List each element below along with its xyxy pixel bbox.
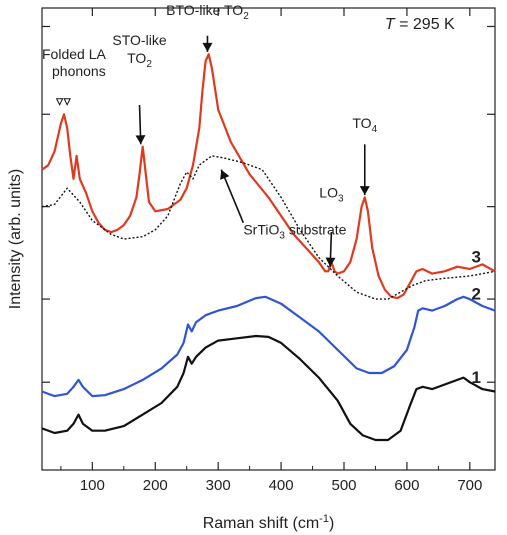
phonon-marker-triangle <box>55 98 64 106</box>
annotation-arrow-shaft <box>220 169 245 224</box>
spectrum-line-1 <box>41 334 496 442</box>
x-axis-title-end: ) <box>329 515 334 532</box>
y-axis-title: Intensity (arb. units) <box>7 169 24 310</box>
annotation-label: SrTiO3 substrate <box>243 221 346 241</box>
series-label: 2 <box>472 285 481 304</box>
temperature-label: T = 295 K <box>385 16 455 33</box>
x-axis-ticks: 100 200 300 400 500 600 700 <box>60 8 482 494</box>
spectrum-line-3 <box>41 53 496 300</box>
x-tick-label: 200 <box>143 477 168 494</box>
annotation-label: BTO-like TO2 <box>166 2 249 22</box>
series-group: 3 2 1 <box>41 53 496 442</box>
annotation-arrow-head <box>220 169 230 180</box>
x-tick-label: 500 <box>331 477 356 494</box>
temperature-value: = 295 K <box>395 16 455 33</box>
x-tick-label: 600 <box>394 477 419 494</box>
annotation-label: LO3 <box>319 184 344 204</box>
y-axis-ticks <box>42 25 495 383</box>
series-label: 3 <box>472 248 481 267</box>
substrate-spectrum-line <box>41 155 496 300</box>
x-axis-title-sup: -1 <box>319 513 329 525</box>
phonon-marker-triangle <box>63 98 71 106</box>
annotation-label: TO4 <box>352 115 377 135</box>
annotation-label: STO-like <box>112 32 166 48</box>
annotation-arrow-head <box>202 42 213 52</box>
annotation-label: phonons <box>52 63 106 79</box>
plot-frame <box>41 7 496 471</box>
annotation-arrow-head <box>135 135 146 145</box>
x-tick-label: 100 <box>80 477 105 494</box>
spectrum-line-2 <box>41 295 496 398</box>
x-tick-label: 700 <box>457 477 482 494</box>
annotation-arrow-head <box>325 257 336 267</box>
x-axis-title: Raman shift (cm-1) <box>203 513 335 532</box>
temperature-symbol: T <box>385 16 396 33</box>
annotation-label: Folded LA <box>42 46 106 62</box>
x-axis-title-main: Raman shift (cm <box>203 515 319 532</box>
annotation-label: TO2 <box>127 50 152 70</box>
x-tick-label: 400 <box>269 477 294 494</box>
series-label: 1 <box>472 368 481 387</box>
annotation-arrow-head <box>359 186 370 196</box>
x-tick-label: 300 <box>206 477 231 494</box>
